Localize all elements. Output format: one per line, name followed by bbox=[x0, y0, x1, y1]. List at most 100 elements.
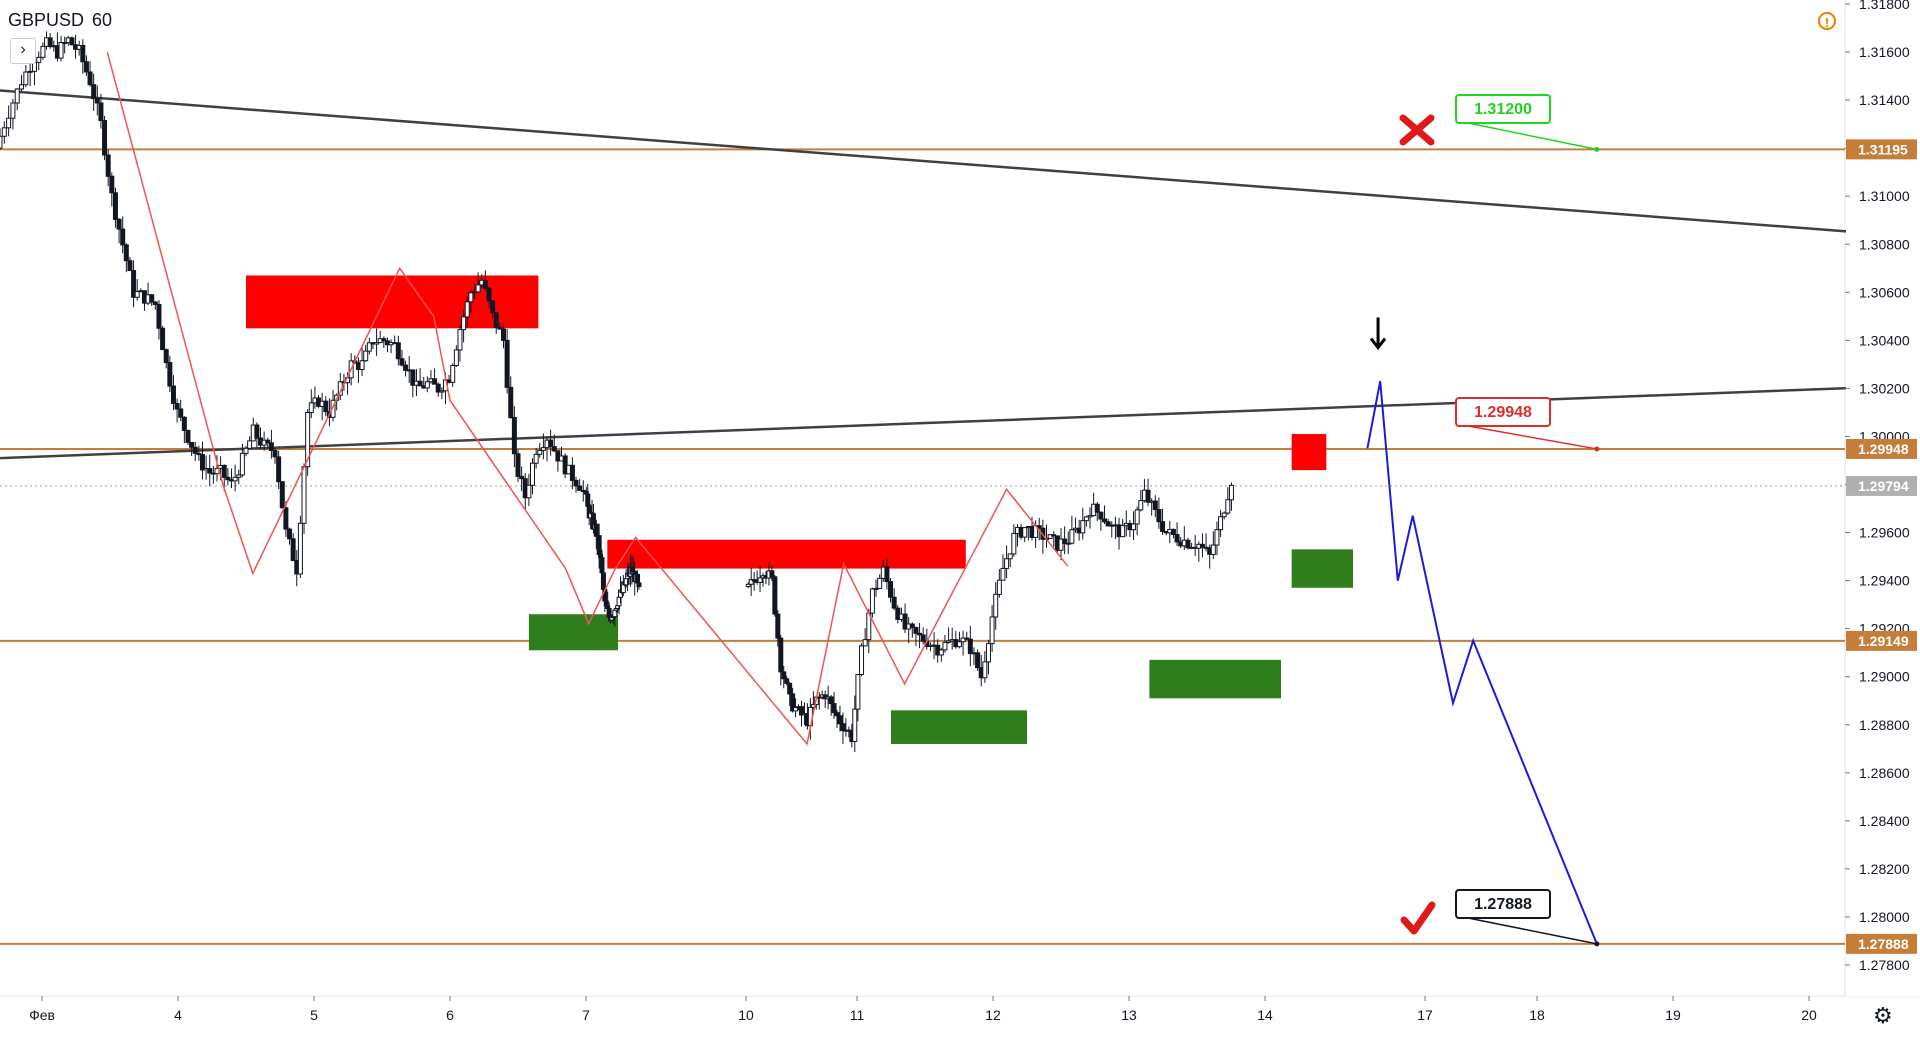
candle-body bbox=[533, 453, 539, 464]
price-label-bg[interactable] bbox=[1846, 933, 1917, 954]
timeframe-label[interactable]: 60 bbox=[92, 10, 113, 30]
price-tags[interactable]: 1.31200 1.29948 1.27888 bbox=[1369, 94, 1600, 947]
candle-body bbox=[40, 45, 46, 58]
stop-tag-pointer bbox=[1467, 425, 1597, 450]
candle-body bbox=[58, 42, 64, 59]
candle-body bbox=[1228, 484, 1234, 501]
zones[interactable] bbox=[246, 275, 1353, 744]
candle-body bbox=[80, 44, 86, 63]
candle-body bbox=[1134, 509, 1140, 525]
candle-body bbox=[149, 294, 155, 303]
candle-body bbox=[112, 192, 118, 220]
candle-body bbox=[236, 474, 242, 478]
candle-body bbox=[942, 641, 948, 651]
zigzag-line[interactable] bbox=[106, 51, 1069, 746]
price-label-text[interactable]: 1.31195 bbox=[1858, 141, 1908, 157]
candle-body bbox=[156, 303, 162, 329]
candle-body bbox=[432, 378, 438, 385]
price-label-bg[interactable] bbox=[1846, 630, 1917, 651]
candle-body bbox=[530, 462, 536, 486]
candle-body bbox=[410, 369, 416, 386]
candle-body bbox=[475, 284, 481, 293]
price-label-text[interactable]: 1.29149 bbox=[1858, 633, 1909, 649]
stop-tag-text: 1.29948 bbox=[1474, 404, 1532, 421]
projection-polyline[interactable] bbox=[1366, 381, 1598, 945]
candle-body bbox=[105, 154, 111, 177]
trend-line[interactable] bbox=[0, 89, 1920, 239]
supply-zone[interactable] bbox=[1291, 434, 1327, 471]
candle-body bbox=[515, 453, 521, 477]
final-target-tag-pointer bbox=[1467, 917, 1597, 945]
x-tick-label: 6 bbox=[446, 1007, 454, 1023]
candle-body bbox=[975, 652, 981, 669]
stop-tag[interactable]: 1.29948 bbox=[1455, 397, 1600, 452]
warning-circle-icon[interactable]: ! bbox=[1818, 12, 1836, 30]
candle-body bbox=[790, 693, 796, 712]
candle-body bbox=[323, 400, 329, 413]
demand-zone[interactable] bbox=[528, 614, 618, 651]
chevron-right-icon[interactable]: › bbox=[10, 38, 36, 64]
candle-body bbox=[116, 218, 122, 230]
symbol-label[interactable]: GBPUSD bbox=[8, 10, 85, 30]
trend-lines[interactable] bbox=[0, 89, 1920, 460]
red-cross-icon bbox=[1399, 114, 1435, 146]
price-label-text[interactable]: 1.27888 bbox=[1858, 936, 1909, 952]
demand-zone[interactable] bbox=[1149, 659, 1281, 699]
candle-body bbox=[862, 639, 868, 647]
final-target-tag-box bbox=[1455, 889, 1551, 919]
time-axis[interactable]: Фев 4 5 6 7 10 11 12 13 14 17 18 19 20 bbox=[29, 996, 1817, 1023]
y-tick-label: 1.29600 bbox=[1859, 525, 1910, 541]
price-axis[interactable]: 1.318001.316001.314001.312001.310001.308… bbox=[1845, 0, 1920, 996]
price-label-text[interactable]: 1.29794 bbox=[1858, 478, 1909, 494]
candle-body bbox=[1062, 538, 1068, 545]
candle-body bbox=[36, 56, 42, 63]
candle-body bbox=[938, 649, 944, 656]
candle-body bbox=[14, 88, 20, 104]
price-label-bg[interactable] bbox=[1846, 438, 1917, 459]
demand-zone[interactable] bbox=[891, 710, 1027, 744]
candle-body bbox=[1098, 511, 1104, 520]
red-check-icon bbox=[1400, 901, 1436, 935]
candle-body bbox=[127, 260, 133, 272]
y-tick-label: 1.31800 bbox=[1859, 0, 1910, 12]
price-label-bg[interactable] bbox=[1846, 475, 1917, 496]
candle-body bbox=[852, 708, 858, 742]
candle-body bbox=[272, 449, 278, 458]
y-tick-label: 1.28400 bbox=[1859, 813, 1910, 829]
y-tick-label: 1.28600 bbox=[1859, 765, 1910, 781]
candle-body bbox=[751, 579, 757, 582]
target-tag[interactable]: 1.31200 bbox=[1455, 94, 1600, 152]
x-tick-label: 11 bbox=[850, 1007, 865, 1023]
final-target-tag-anchor bbox=[1594, 941, 1600, 947]
candle-body bbox=[91, 84, 97, 100]
candle-body bbox=[1011, 532, 1017, 555]
candle-body bbox=[450, 365, 456, 383]
zigzag-polyline[interactable] bbox=[106, 51, 1069, 746]
candle-body bbox=[87, 71, 93, 86]
candle-body bbox=[902, 613, 908, 630]
price-label-bg[interactable] bbox=[1846, 139, 1917, 160]
gear-icon[interactable]: ⚙ bbox=[1873, 1003, 1893, 1028]
candle-body bbox=[1138, 500, 1144, 511]
candle-body bbox=[573, 479, 579, 487]
demand-zone[interactable] bbox=[1291, 549, 1353, 588]
price-label-text[interactable]: 1.29948 bbox=[1858, 441, 1909, 457]
candle-body bbox=[170, 385, 176, 404]
trend-line[interactable] bbox=[0, 384, 1905, 460]
projection-path[interactable] bbox=[1366, 381, 1598, 945]
candle-body bbox=[167, 362, 173, 387]
candle-body bbox=[482, 279, 488, 289]
candle-body bbox=[989, 616, 995, 645]
candle-body bbox=[745, 583, 751, 588]
symbol-header[interactable]: GBPUSD 60 bbox=[8, 10, 120, 31]
candle-body bbox=[453, 349, 459, 367]
candle-body bbox=[840, 723, 846, 732]
supply-zone[interactable] bbox=[607, 539, 966, 569]
final-target-tag[interactable]: 1.27888 bbox=[1455, 889, 1600, 947]
candle-body bbox=[279, 481, 285, 509]
y-tick-label: 1.30800 bbox=[1859, 236, 1910, 252]
y-tick-label: 1.28200 bbox=[1859, 861, 1910, 877]
final-target-tag-text: 1.27888 bbox=[1474, 896, 1532, 913]
